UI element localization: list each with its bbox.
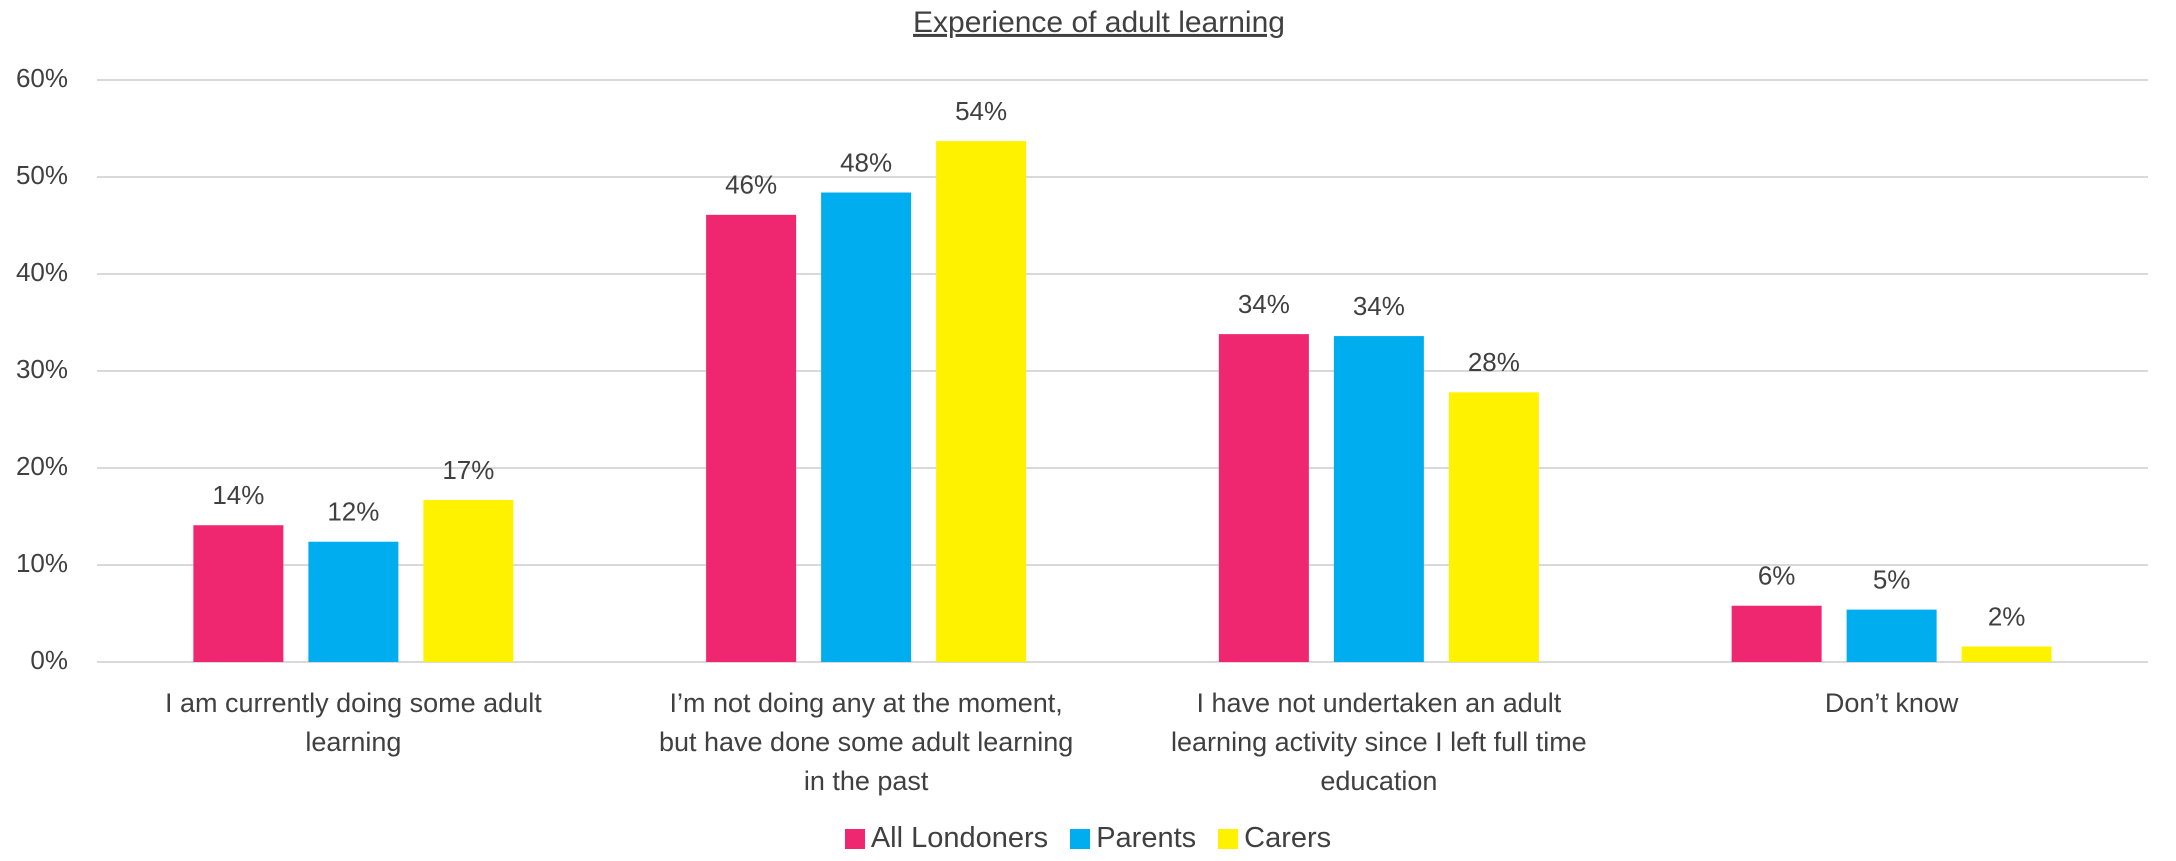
y-tick-label: 20% [16, 451, 68, 481]
y-tick-label: 60% [16, 63, 68, 93]
legend: All Londoners Parents Carers [0, 822, 2176, 855]
data-label: 2% [1988, 601, 2026, 631]
x-tick-label: I am currently doing some adult learning [165, 688, 542, 757]
legend-item: All Londoners [844, 822, 1049, 855]
legend-swatch [1070, 828, 1091, 849]
data-label: 34% [1353, 291, 1405, 321]
legend-item: Carers [1218, 822, 1331, 855]
legend-label: Parents [1096, 822, 1197, 854]
y-tick-label: 0% [30, 645, 68, 675]
bar [193, 525, 284, 662]
y-tick-label: 50% [16, 160, 68, 190]
data-label: 12% [327, 497, 379, 527]
x-tick-label: I’m not doing any at the moment, but hav… [658, 688, 1074, 796]
data-label: 5% [1873, 564, 1911, 594]
legend-label: All Londoners [870, 822, 1049, 854]
chart-title: Experience of adult learning [913, 6, 1285, 39]
bar [1333, 336, 1424, 662]
bar [1961, 646, 2052, 662]
bar [423, 500, 514, 662]
bar [1846, 609, 1937, 662]
x-tick-label: Don’t know [1824, 688, 1959, 718]
bar [936, 141, 1027, 663]
data-label: 17% [442, 455, 494, 485]
data-label: 6% [1758, 561, 1796, 591]
bar [821, 192, 912, 662]
y-tick-label: 10% [16, 548, 68, 578]
bar [1218, 334, 1309, 662]
bar [308, 541, 399, 662]
data-label: 34% [1238, 289, 1290, 319]
data-label: 54% [955, 96, 1007, 126]
y-tick-label: 40% [16, 257, 68, 287]
data-label: 28% [1468, 347, 1520, 377]
data-label: 46% [725, 170, 777, 200]
legend-swatch [1218, 828, 1239, 849]
data-label: 14% [212, 480, 264, 510]
legend-swatch [844, 828, 865, 849]
bar [1448, 392, 1539, 662]
bar [1731, 605, 1822, 662]
bar [706, 214, 797, 662]
y-tick-label: 30% [16, 354, 68, 384]
legend-label: Carers [1244, 822, 1332, 854]
data-label: 48% [840, 147, 892, 177]
x-tick-label: I have not undertaken an adult learning … [1171, 688, 1587, 796]
legend-item: Parents [1070, 822, 1196, 855]
